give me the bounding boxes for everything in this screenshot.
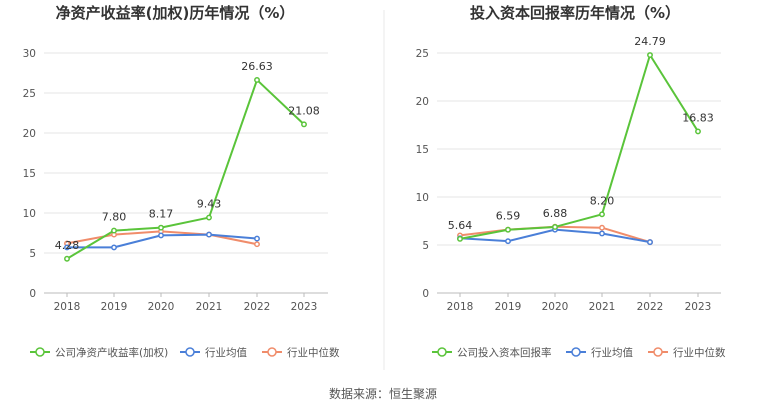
data-point-company [505,226,511,233]
x-tick-label: 2022 [637,301,664,313]
y-tick-label: 5 [29,248,36,260]
data-label: 6.59 [496,210,521,223]
x-tick-label: 2023 [685,301,712,313]
data-point-company [647,52,653,58]
data-point-company [552,224,558,230]
y-tick-label: 0 [422,288,429,300]
x-tick-label: 2018 [447,301,474,313]
data-label: 4.28 [55,239,80,252]
y-tick-label: 0 [29,288,36,300]
chart-title: 投入资本回报率历年情况（%） [470,4,680,22]
x-tick-label: 2021 [589,301,616,313]
roe-chart-panel: 净资产收益率(加权)历年情况（%） 0 5 10 15 20 25 30 2018 2019 202… [23,4,340,359]
y-tick-label: 20 [23,128,36,140]
legend-label: 行业均值 [591,346,633,359]
data-point-industry_avg [64,244,70,251]
data-point-industry_avg [647,239,653,246]
y-tick-label: 15 [416,144,429,156]
data-point-company [695,128,701,135]
data-point-industry_avg [158,232,164,239]
legend-marker-dot [653,347,663,357]
data-label: 16.83 [682,111,714,124]
x-tick-label: 2019 [101,301,128,313]
data-label: 21.08 [288,104,320,117]
data-point-industry_avg [206,231,212,238]
data-label: 7.80 [102,211,127,224]
data-point-industry_avg [254,235,260,242]
data-label: 8.20 [590,194,615,207]
legend-label: 行业中位数 [673,346,726,359]
legend-label: 公司净资产收益率(加权) [55,346,168,359]
x-tick-label: 2023 [291,301,318,313]
data-point-company [158,224,164,231]
y-tick-label: 10 [416,192,429,204]
chart-title: 净资产收益率(加权)历年情况（%） [56,4,295,22]
y-tick-label: 25 [23,88,36,100]
data-point-company [599,211,605,218]
y-tick-label: 30 [23,48,36,60]
data-point-company [206,214,212,221]
legend-marker-dot [437,347,447,357]
data-label: 8.17 [149,208,174,221]
legend-marker-dot [35,347,45,357]
series-line-company [459,54,699,240]
data-label: 26.63 [241,60,273,73]
x-tick-label: 2020 [148,301,175,313]
data-label: 5.64 [448,219,473,232]
data-label: 6.88 [543,207,568,220]
legend-label: 行业均值 [205,346,247,359]
legend-label: 行业中位数 [287,346,340,359]
data-source-note: 数据来源：恒生聚源 [329,386,437,401]
data-point-company [111,227,117,234]
legend-marker-dot [571,347,581,357]
x-tick-label: 2022 [244,301,271,313]
legend-marker-dot [267,347,277,357]
x-tick-label: 2019 [495,301,522,313]
data-point-industry_avg [111,244,117,251]
series-line-company [66,78,305,260]
data-point-industry_median [599,224,605,231]
data-point-industry_avg [505,238,511,245]
x-tick-label: 2020 [542,301,569,313]
legend-marker-dot [185,347,195,357]
data-point-company [301,121,307,128]
y-tick-label: 10 [23,208,36,220]
roic-chart-panel: 投入资本回报率历年情况（%） 0 5 10 15 20 25 2018 2019 2020 2021… [416,4,726,359]
x-tick-label: 2018 [54,301,81,313]
data-point-industry_median [254,241,260,248]
data-label: 24.79 [634,35,666,48]
data-point-company [457,235,463,242]
legend-label: 公司投入资本回报率 [457,346,552,359]
y-tick-label: 20 [416,96,429,108]
y-tick-label: 15 [23,168,36,180]
data-point-company [64,255,70,262]
data-point-company [254,77,260,83]
x-tick-label: 2021 [196,301,223,313]
data-label: 9.43 [197,198,222,211]
y-tick-label: 25 [416,48,429,60]
y-tick-label: 5 [422,240,429,252]
data-point-industry_avg [599,230,605,237]
